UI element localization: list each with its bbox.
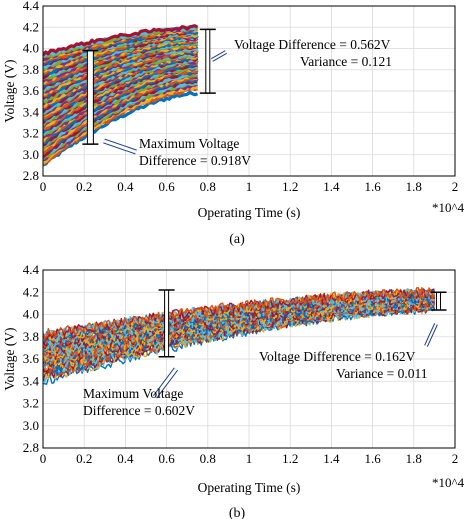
panel-a-x-ticks: 0 0.2 0.4 0.6 0.8 1 1.2 1.4 1.6 1.8 2 xyxy=(40,179,459,194)
voltage-trace xyxy=(43,287,435,340)
panel-b-max-difference-label-line1: Maximum Voltage xyxy=(83,386,183,401)
panel-b-x-axis-label: Operating Time (s) xyxy=(198,480,301,495)
y-tick-label: 4.2 xyxy=(23,19,39,34)
panel-a-voltage-difference-pointer xyxy=(211,50,227,62)
panel-a-max-difference-pointer xyxy=(103,138,137,155)
panel-b-max-difference-bracket xyxy=(158,289,175,358)
x-tick-label: 0.8 xyxy=(200,179,216,194)
panel-b-x-multiplier: *10^4 xyxy=(432,475,465,490)
panel-a-max-difference-label-line2: Difference = 0.918V xyxy=(139,153,251,168)
y-tick-label: 4.0 xyxy=(23,307,39,322)
x-tick-label: 1.8 xyxy=(406,451,422,466)
panel-a-traces xyxy=(43,24,199,167)
panel-b-voltage-difference-pointer xyxy=(424,323,438,347)
panel-a-max-difference-bracket xyxy=(82,49,99,145)
x-tick-label: 0.8 xyxy=(200,451,216,466)
panel-b: 2.8 3.0 3.2 3.4 3.6 3.8 4.0 4.2 4.4 0 0.2 0.4 0.6 0.… xyxy=(2,262,465,519)
y-tick-label: 3.0 xyxy=(23,147,39,162)
x-tick-label: 0.4 xyxy=(117,451,134,466)
x-tick-label: 0.2 xyxy=(76,451,92,466)
y-tick-label: 3.8 xyxy=(23,62,39,77)
x-tick-label: 0.6 xyxy=(158,451,175,466)
x-tick-label: 1.2 xyxy=(282,179,298,194)
x-tick-label: 1 xyxy=(246,179,253,194)
x-tick-label: 2 xyxy=(452,451,459,466)
y-tick-label: 2.8 xyxy=(23,440,39,455)
x-tick-label: 0 xyxy=(40,451,47,466)
x-tick-label: 1.6 xyxy=(364,451,381,466)
y-tick-label: 4.4 xyxy=(23,0,40,13)
y-tick-label: 3.2 xyxy=(23,396,39,411)
x-tick-label: 0.4 xyxy=(117,179,134,194)
x-tick-label: 1.4 xyxy=(323,179,340,194)
panel-a-voltage-difference-label: Voltage Difference = 0.562V xyxy=(234,37,391,52)
panel-b-y-axis-label: Voltage (V) xyxy=(2,327,17,390)
panel-a-y-ticks: 2.8 3.0 3.2 3.4 3.6 3.8 4.0 4.2 4.4 xyxy=(23,0,40,183)
x-tick-label: 0.2 xyxy=(76,179,92,194)
y-tick-label: 3.4 xyxy=(23,104,40,119)
panel-b-max-difference-pointer xyxy=(153,367,178,399)
x-tick-label: 0.6 xyxy=(158,179,175,194)
x-tick-label: 1.8 xyxy=(406,179,422,194)
y-tick-label: 3.6 xyxy=(23,83,40,98)
voltage-trace xyxy=(43,288,435,341)
x-tick-label: 1.4 xyxy=(323,451,340,466)
voltage-trace xyxy=(43,90,198,167)
panel-a-voltage-difference-bracket xyxy=(199,28,216,94)
x-tick-label: 1.2 xyxy=(282,451,298,466)
y-tick-label: 4.0 xyxy=(23,41,39,56)
y-tick-label: 3.8 xyxy=(23,329,39,344)
panel-b-voltage-difference-label: Voltage Difference = 0.162V xyxy=(259,349,416,364)
y-tick-label: 3.6 xyxy=(23,351,40,366)
panel-b-max-difference-label-line2: Difference = 0.602V xyxy=(83,403,195,418)
panel-a-y-axis-label: Voltage (V) xyxy=(2,59,17,122)
x-tick-label: 2 xyxy=(452,179,459,194)
y-tick-label: 2.8 xyxy=(23,168,39,183)
voltage-trace xyxy=(43,24,199,57)
panel-b-caption: (b) xyxy=(229,506,246,519)
panel-a-x-axis-label: Operating Time (s) xyxy=(198,205,301,220)
x-tick-label: 0 xyxy=(40,179,47,194)
x-tick-label: 1.6 xyxy=(364,179,381,194)
panel-b-x-ticks: 0 0.2 0.4 0.6 0.8 1 1.2 1.4 1.6 1.8 2 xyxy=(40,451,459,466)
panel-a-max-difference-label-line1: Maximum Voltage xyxy=(139,136,239,151)
panel-b-variance-label: Variance = 0.011 xyxy=(336,366,427,381)
y-tick-label: 4.2 xyxy=(23,284,39,299)
y-tick-label: 3.0 xyxy=(23,418,39,433)
y-tick-label: 3.2 xyxy=(23,126,39,141)
y-tick-label: 4.4 xyxy=(23,262,40,277)
panel-a-x-multiplier: *10^4 xyxy=(432,200,465,215)
panel-a-caption: (a) xyxy=(229,232,245,247)
panel-b-y-ticks: 2.8 3.0 3.2 3.4 3.6 3.8 4.0 4.2 4.4 xyxy=(23,262,40,455)
panel-a: 2.8 3.0 3.2 3.4 3.6 3.8 4.0 4.2 4.4 0 0.2 0.4 0.6 0.… xyxy=(2,0,465,247)
panel-b-frame xyxy=(42,269,456,449)
panel-b-voltage-difference-bracket xyxy=(430,291,447,311)
x-tick-label: 1 xyxy=(246,451,253,466)
panel-a-variance-label: Variance = 0.121 xyxy=(300,54,392,69)
y-tick-label: 3.4 xyxy=(23,373,40,388)
panel-b-traces xyxy=(43,287,436,385)
panel-a-frame xyxy=(42,5,456,177)
